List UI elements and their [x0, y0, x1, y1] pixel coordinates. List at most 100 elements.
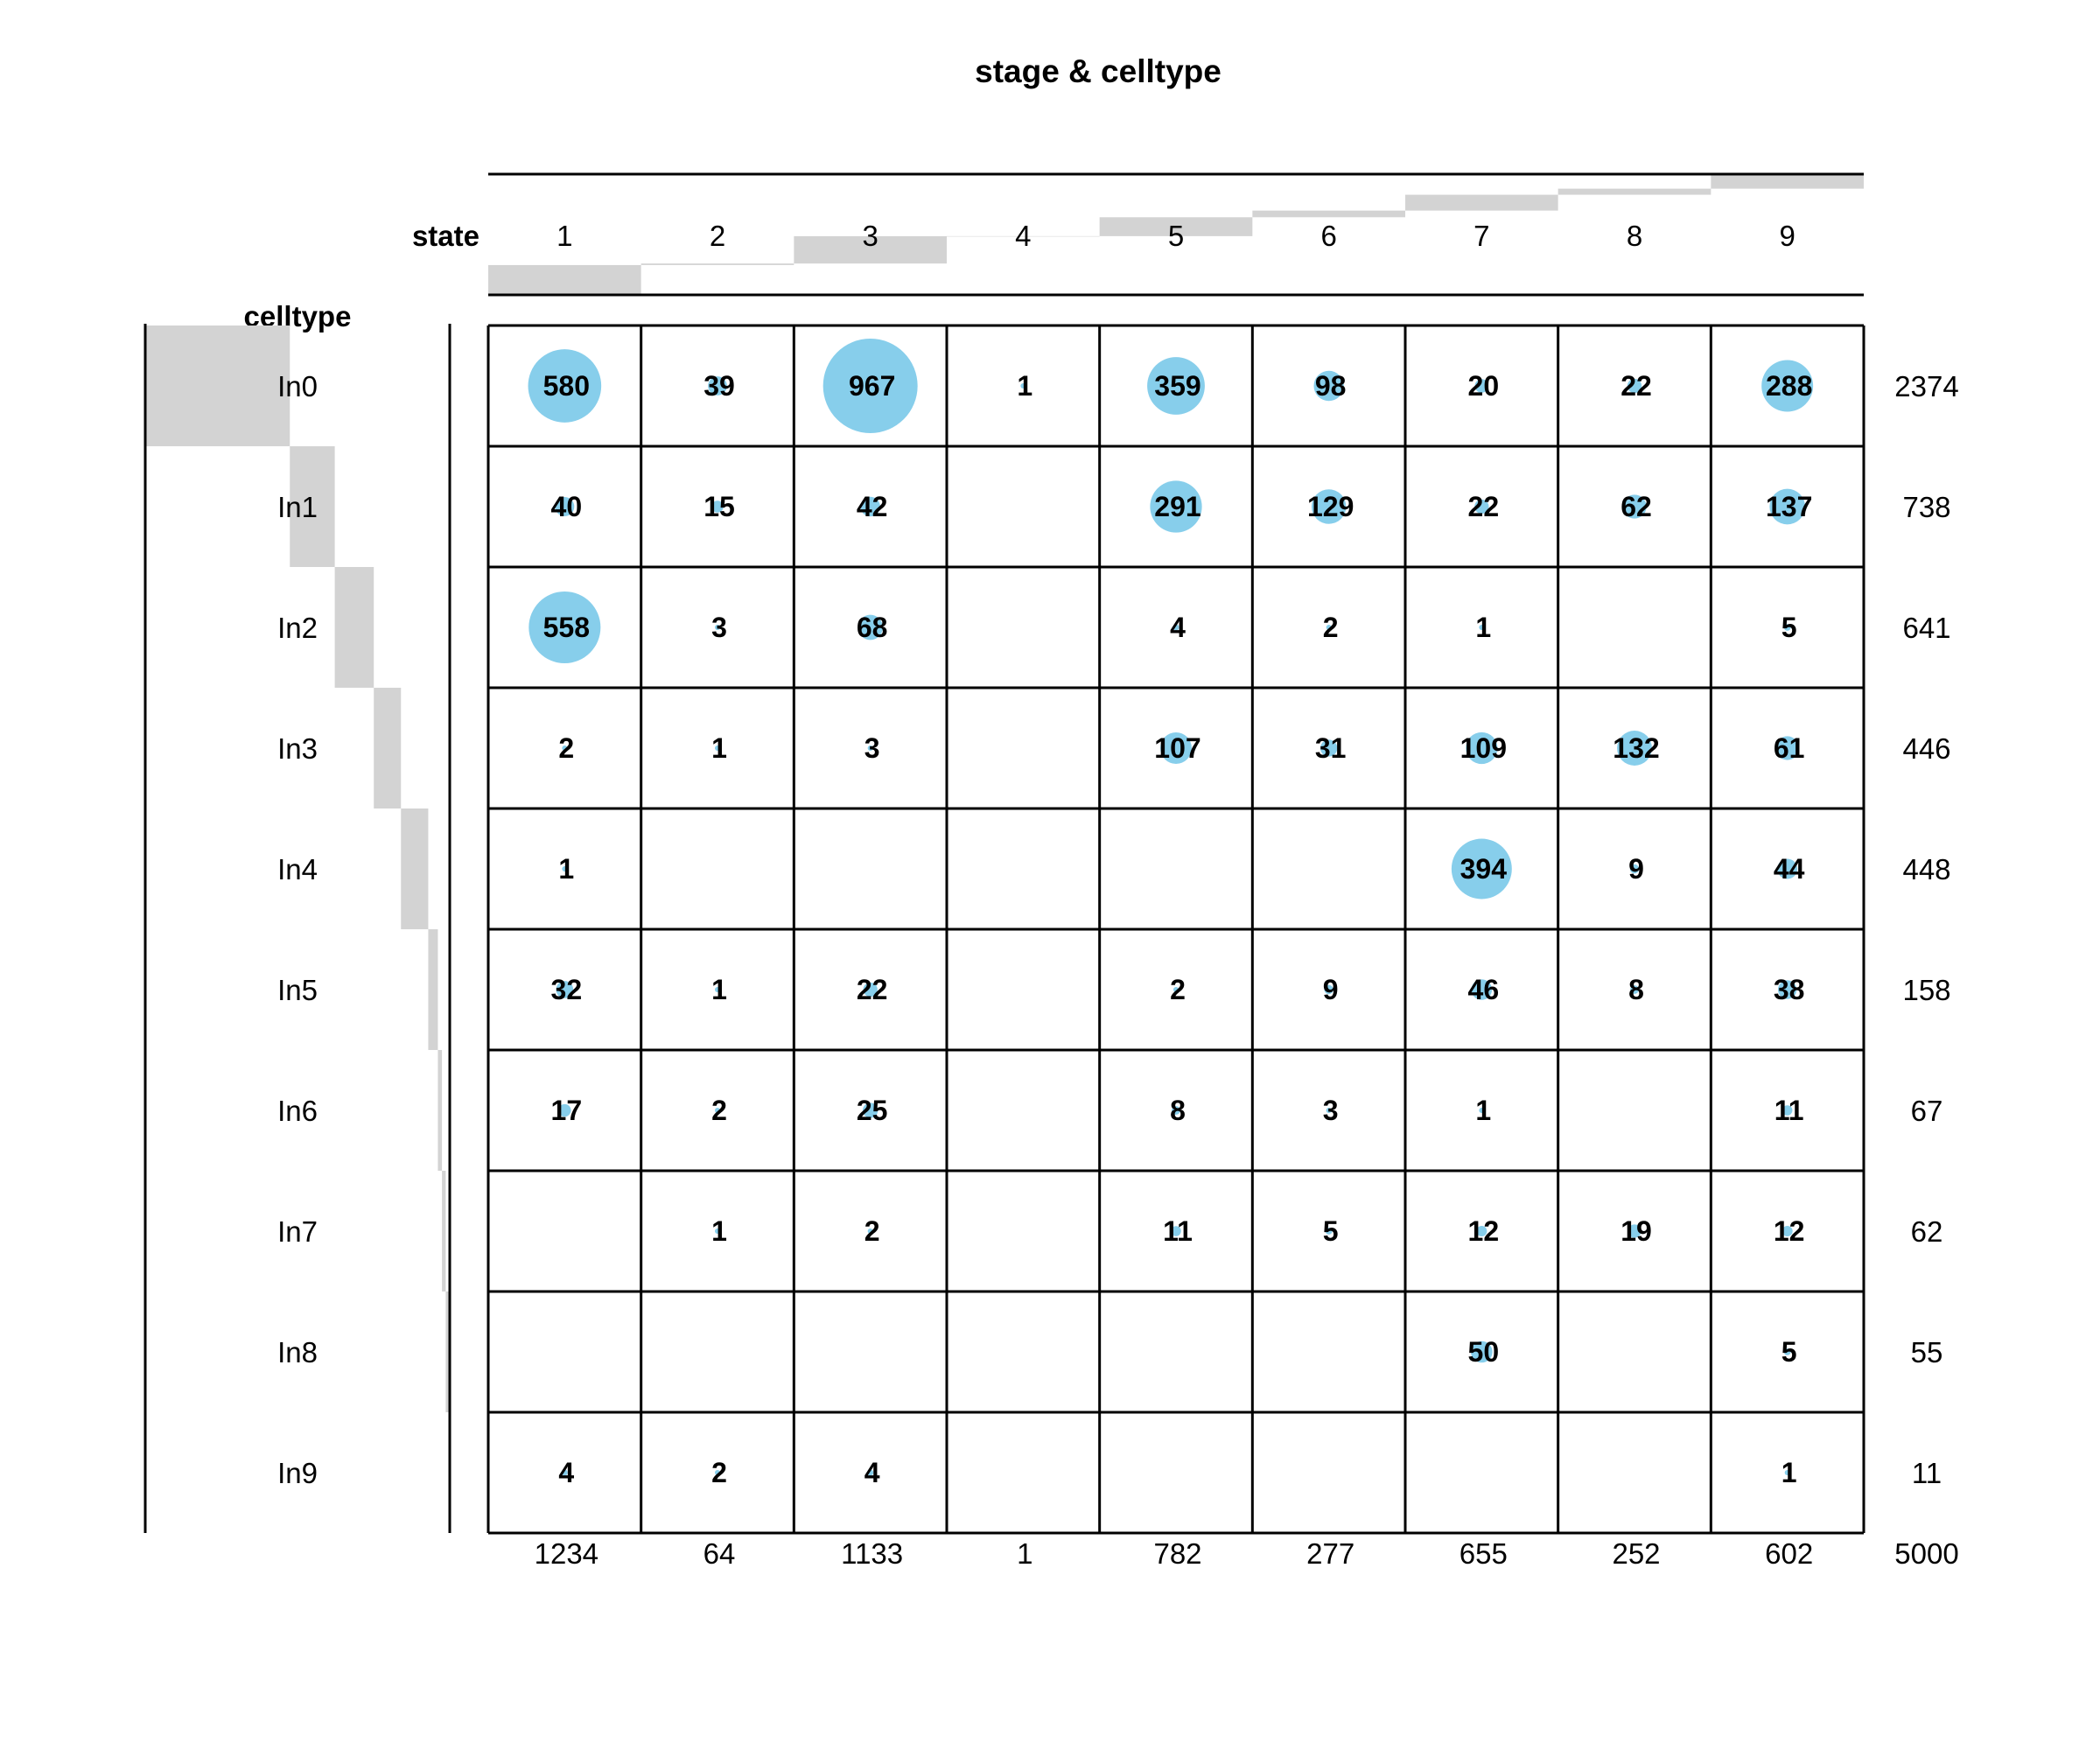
- col-label: 3: [862, 220, 878, 252]
- cell-count: 1: [1782, 1457, 1797, 1488]
- cell-count: 1: [558, 853, 574, 885]
- cell-count: 1: [1475, 612, 1491, 643]
- row-total: 11: [1912, 1457, 1942, 1489]
- cell-bubble: [1627, 378, 1642, 394]
- cell-count: 132: [1613, 732, 1659, 764]
- cell-bubble: [858, 614, 883, 640]
- row-label: In9: [277, 1457, 318, 1489]
- cell-count: 359: [1154, 370, 1200, 402]
- row-total-bars: [145, 326, 450, 1533]
- col-label: 2: [710, 220, 725, 252]
- col-total: 252: [1612, 1537, 1660, 1570]
- cell-bubble: [1617, 731, 1652, 766]
- cell-count: 39: [704, 370, 735, 402]
- cell-count: 4: [864, 1457, 880, 1488]
- cell-count: 394: [1460, 853, 1508, 885]
- cell-bubble: [528, 349, 602, 423]
- cell-count: 4: [1170, 612, 1186, 643]
- cell-bubble: [528, 591, 601, 664]
- col-total-bar: [794, 235, 947, 264]
- cell-bubble: [562, 746, 568, 751]
- cell-bubble: [1324, 984, 1334, 995]
- cell-bubble: [1320, 739, 1338, 757]
- col-label: 7: [1474, 220, 1489, 252]
- cell-count: 5: [1782, 1336, 1797, 1368]
- cell-count: 22: [1468, 491, 1500, 522]
- grand-total: 5000: [1894, 1537, 1958, 1570]
- row-label: In5: [277, 974, 318, 1006]
- row-total: 67: [1911, 1095, 1943, 1127]
- cell-count: 107: [1154, 732, 1200, 764]
- cell-bubble: [1777, 858, 1798, 879]
- cell-count: 9: [1628, 853, 1644, 885]
- cell-bubble: [1313, 370, 1344, 402]
- cell-count: 31: [1315, 732, 1347, 764]
- col-label: 6: [1320, 220, 1336, 252]
- cell-count: 3: [864, 732, 880, 764]
- cell-count: 2: [711, 1457, 727, 1488]
- cell-bubble: [867, 1469, 874, 1476]
- cell-bubble: [1782, 1105, 1793, 1116]
- cell-count: 20: [1468, 370, 1500, 402]
- row-total-bar: [290, 446, 335, 567]
- cell-bubble: [1171, 1226, 1181, 1236]
- cell-bubble: [715, 987, 720, 992]
- cell-count: 8: [1628, 974, 1644, 1005]
- cell-count: 967: [849, 370, 895, 402]
- cell-bubble: [562, 866, 568, 872]
- bubble-layer: [528, 339, 1814, 1476]
- cell-bubble: [1784, 1470, 1790, 1475]
- row-label: In1: [277, 491, 318, 523]
- cell-bubble: [1020, 383, 1026, 388]
- cell-bubble: [867, 745, 873, 752]
- cell-bubble: [1147, 357, 1205, 415]
- cell-bubble: [862, 1102, 878, 1118]
- cell-count: 1: [1017, 370, 1032, 402]
- row-total-bar: [442, 1171, 446, 1292]
- cell-bubble: [1326, 1107, 1332, 1114]
- cell-count: 11: [1774, 1095, 1804, 1126]
- cell-bubble: [1783, 1348, 1791, 1355]
- cell-bubble: [1761, 360, 1814, 412]
- cell-count: 15: [704, 491, 735, 522]
- col-total-bar: [1558, 188, 1712, 195]
- col-axis-header: state: [412, 220, 480, 252]
- cell-bubble: [1630, 985, 1639, 994]
- cell-count: 25: [857, 1095, 888, 1126]
- cell-count: 5: [1323, 1215, 1339, 1247]
- row-label: In8: [277, 1336, 318, 1368]
- cell-bubble: [1474, 379, 1489, 393]
- cell-bubble: [1451, 838, 1512, 900]
- cell-bubble: [1326, 625, 1332, 630]
- cell-bubble: [1628, 1224, 1642, 1238]
- cell-count: 580: [543, 370, 590, 402]
- cell-count: 68: [857, 612, 888, 643]
- cell-count: 1: [711, 1215, 727, 1247]
- cell-count: 19: [1620, 1215, 1652, 1247]
- cell-count: 3: [1323, 1095, 1339, 1126]
- cell-count: 2: [711, 1095, 727, 1126]
- col-label: 1: [556, 220, 572, 252]
- cell-bubble: [1775, 736, 1800, 760]
- col-label: 9: [1779, 220, 1795, 252]
- cell-bubble: [1471, 979, 1493, 1000]
- cell-bubble: [1769, 488, 1805, 525]
- cell-bubble: [1311, 489, 1347, 524]
- cell-count: 1: [711, 732, 727, 764]
- cell-count: 2: [1323, 612, 1339, 643]
- cell-bubble: [715, 1108, 720, 1113]
- cell-count: 1: [1475, 1095, 1491, 1126]
- cell-bubble: [1479, 625, 1485, 630]
- col-total-bar: [488, 264, 641, 295]
- col-label: 8: [1627, 220, 1642, 252]
- cell-count: 11: [1163, 1215, 1193, 1247]
- cell-bubble: [1782, 1225, 1793, 1237]
- cell-count: 38: [1774, 974, 1805, 1005]
- label-layer: 1 2 3 4 5 6 7 8 9In0In1In2In3In4In5In6In7In8In95…: [277, 220, 1959, 1570]
- cell-count: 42: [857, 491, 888, 522]
- cell-bubble: [558, 1103, 571, 1117]
- row-total: 738: [1902, 491, 1950, 523]
- col-total: 1: [1017, 1537, 1032, 1570]
- cell-count: 46: [1468, 974, 1500, 1005]
- cell-count: 22: [857, 974, 888, 1005]
